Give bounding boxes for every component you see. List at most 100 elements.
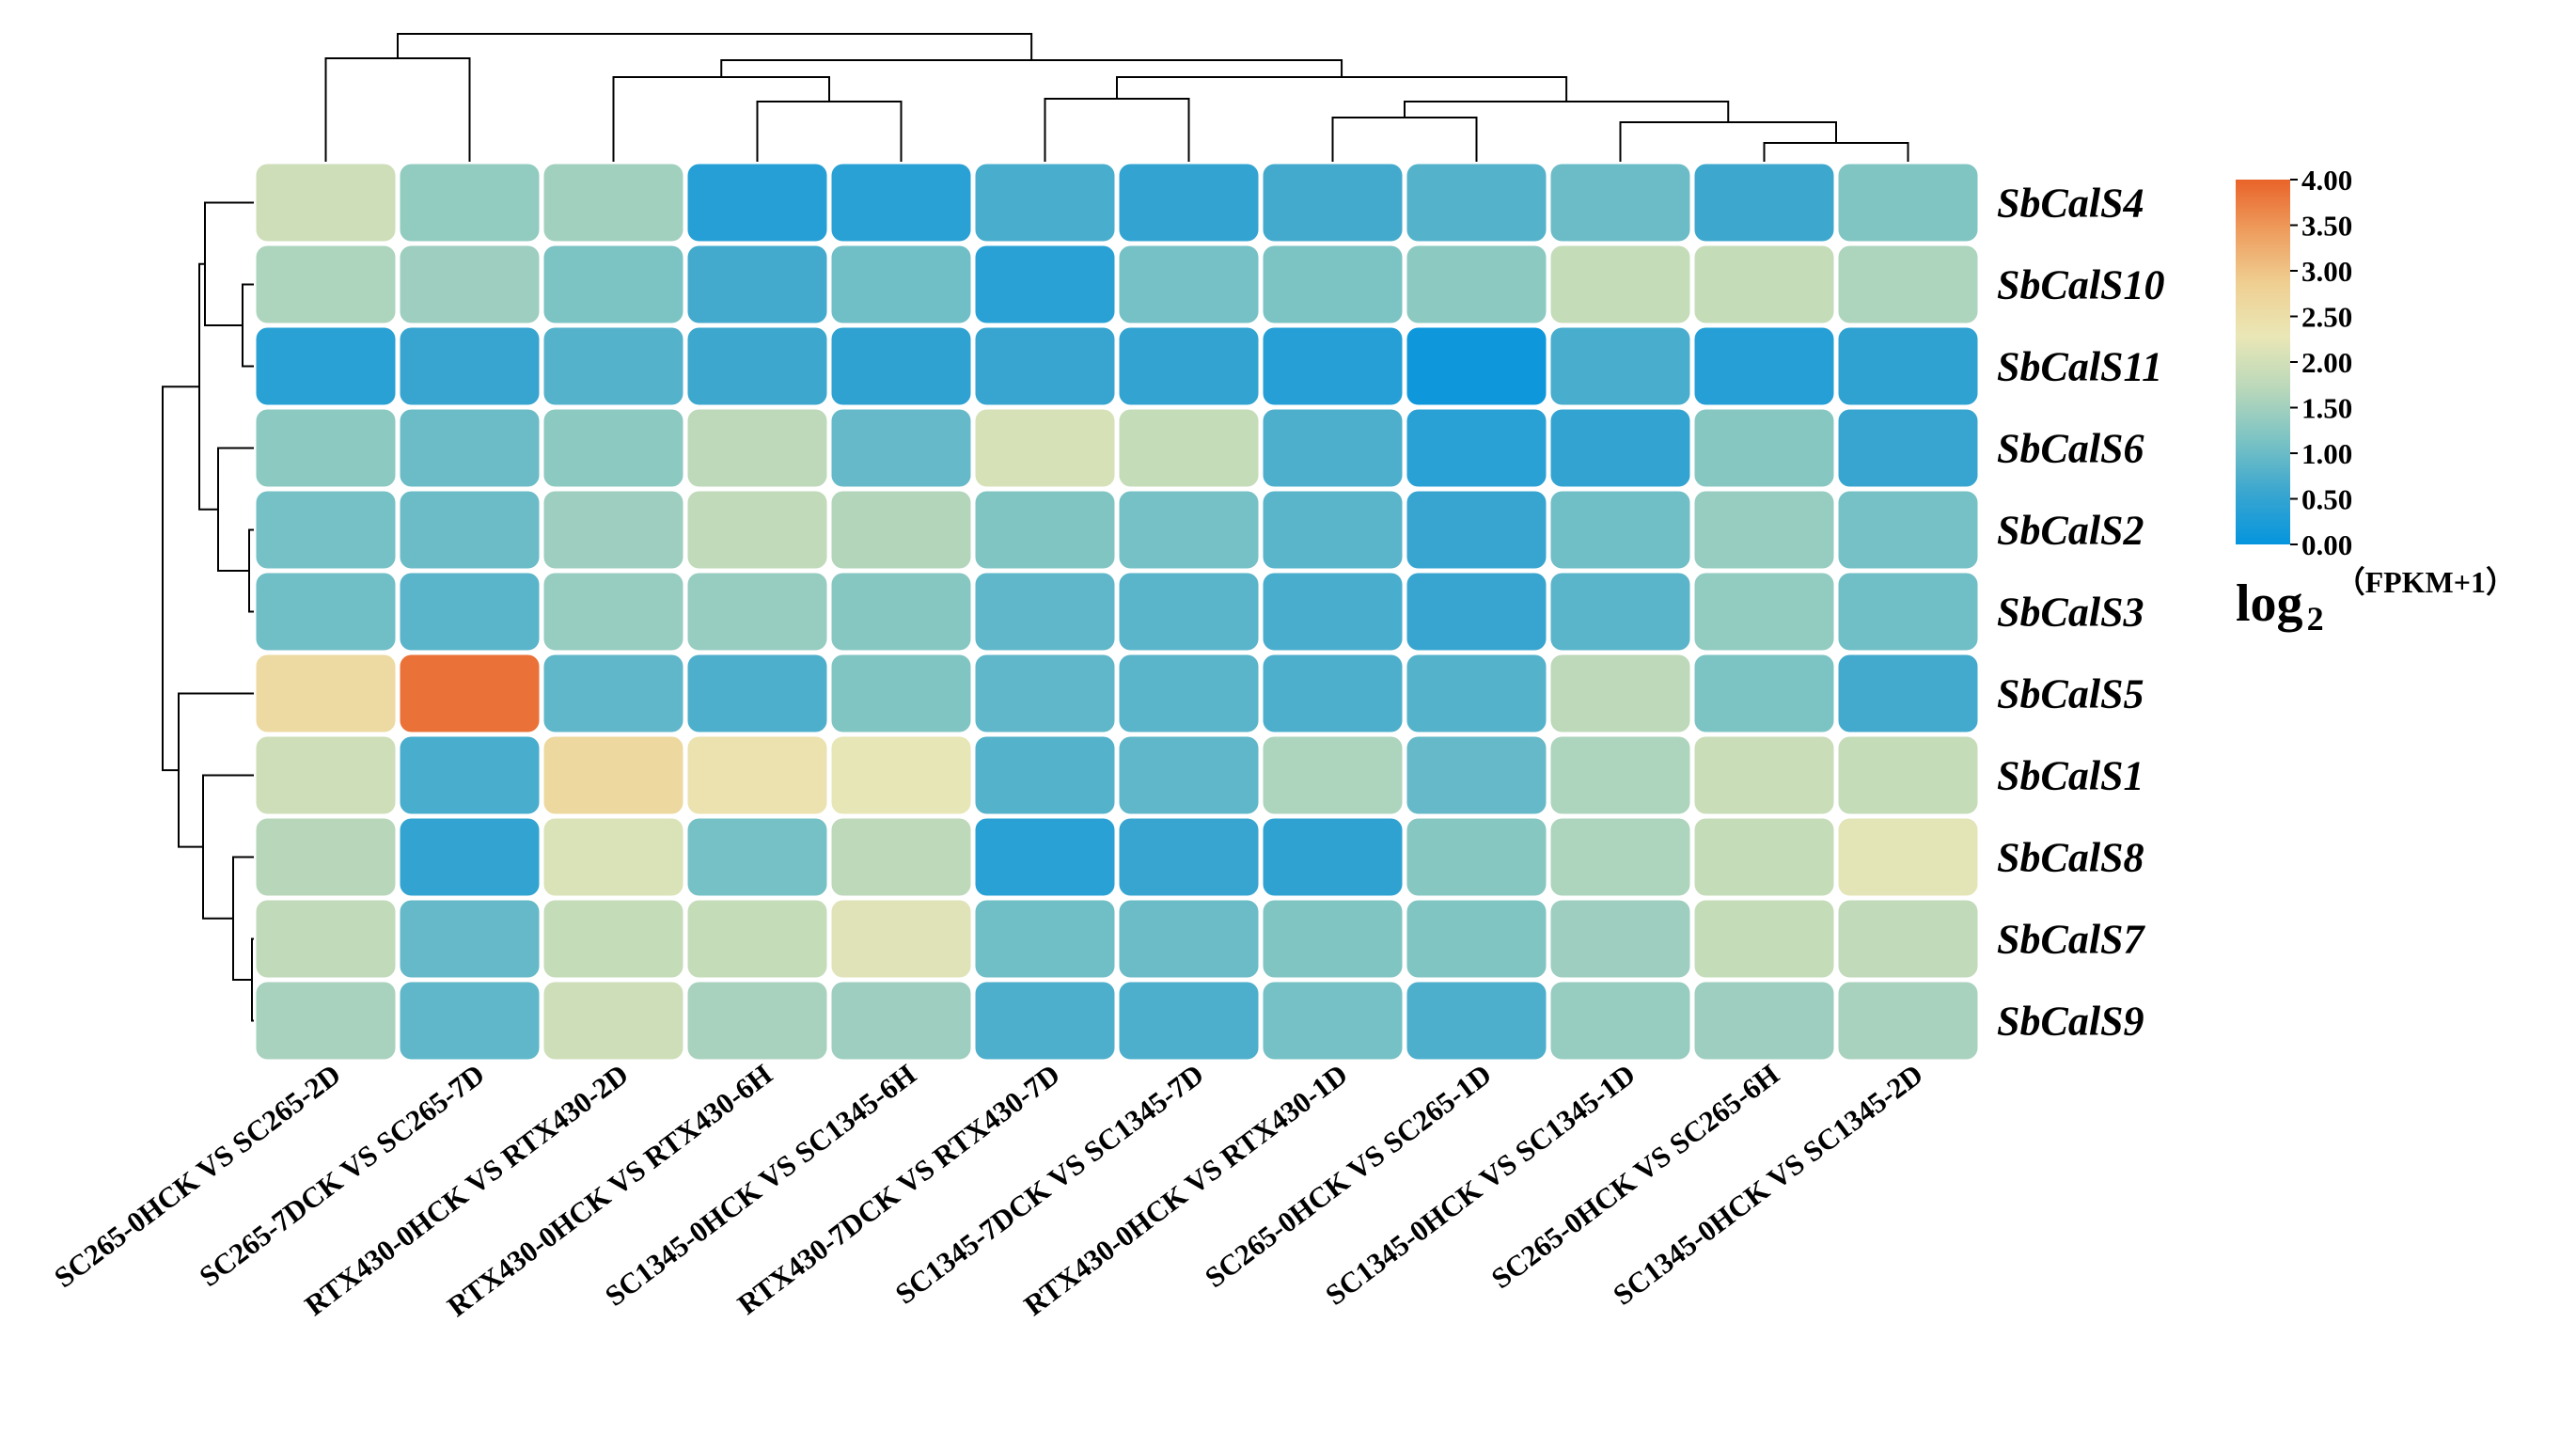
heatmap-cell	[256, 164, 396, 242]
heatmap-cell	[543, 654, 683, 732]
heatmap-cell	[831, 327, 971, 405]
heatmap-cell	[400, 736, 540, 814]
heatmap-cell	[975, 491, 1115, 569]
heatmap-cell	[1694, 245, 1834, 323]
row-label: SbCalS8	[1997, 835, 2144, 881]
dendrogram-branch	[1044, 98, 1190, 162]
colorbar-tick-label: 2.00	[2301, 346, 2352, 379]
heatmap-cell	[400, 573, 540, 651]
heatmap-cell	[1119, 900, 1259, 978]
row-label: SbCalS2	[1997, 508, 2144, 554]
heatmap-cell	[400, 900, 540, 978]
heatmap-cell	[1694, 409, 1834, 487]
row-label: SbCalS1	[1997, 753, 2144, 799]
heatmap-cell	[543, 818, 683, 896]
heatmap-cell	[1406, 900, 1547, 978]
heatmap-cell	[1406, 982, 1547, 1060]
heatmap-cell	[1263, 245, 1403, 323]
heatmap-cell	[1550, 491, 1690, 569]
heatmap-cell	[975, 654, 1115, 732]
heatmap-cell	[256, 409, 396, 487]
heatmap-cell	[1119, 164, 1259, 242]
colorbar-title: log 2 （FPKM+1）	[2236, 565, 2516, 638]
heatmap-cell	[1406, 736, 1547, 814]
heatmap-cell	[1550, 573, 1690, 651]
heatmap-cells	[256, 164, 1978, 1060]
heatmap-cell	[400, 491, 540, 569]
heatmap-cell	[400, 654, 540, 732]
heatmap-cell	[831, 245, 971, 323]
heatmap-cell	[687, 491, 827, 569]
heatmap-cell	[400, 164, 540, 242]
heatmap-cell	[831, 573, 971, 651]
dendrogram-branch	[612, 76, 830, 162]
heatmap-cell	[1119, 245, 1259, 323]
heatmap-cell	[543, 900, 683, 978]
heatmap-cell	[1119, 327, 1259, 405]
heatmap-cell	[543, 573, 683, 651]
heatmap-cell	[1406, 818, 1547, 896]
heatmap-cell	[687, 736, 827, 814]
heatmap-cell	[975, 245, 1115, 323]
heatmap-cell	[256, 982, 396, 1060]
heatmap-cell	[1838, 245, 1978, 323]
heatmap-cell	[1263, 736, 1403, 814]
heatmap-cell	[1550, 654, 1690, 732]
dendrogram-branch	[162, 386, 199, 772]
heatmap-cell	[1550, 736, 1690, 814]
heatmap-cell	[1119, 982, 1259, 1060]
heatmap-cell	[687, 573, 827, 651]
heatmap-cell	[975, 736, 1115, 814]
heatmap-cell	[256, 818, 396, 896]
heatmap-cell	[975, 164, 1115, 242]
dendrogram-branch	[198, 262, 218, 511]
row-label: SbCalS11	[1997, 344, 2162, 390]
heatmap-cell	[831, 491, 971, 569]
heatmap-cell	[1838, 982, 1978, 1060]
colorbar-tick-label: 2.50	[2301, 301, 2352, 334]
heatmap-cell	[1263, 327, 1403, 405]
heatmap-cell	[1838, 573, 1978, 651]
dendrogram-branch	[204, 201, 254, 326]
heatmap-cell	[1263, 491, 1403, 569]
dendrogram-branch	[720, 59, 1343, 77]
heatmap-cell	[1263, 900, 1403, 978]
heatmap-cell	[975, 409, 1115, 487]
colorbar-title-unit: （FPKM+1）	[2335, 565, 2516, 599]
heatmap-cell	[1406, 654, 1547, 732]
heatmap-cell	[1406, 164, 1547, 242]
heatmap-cell	[975, 818, 1115, 896]
heatmap-cell	[256, 654, 396, 732]
row-dendrogram	[162, 201, 254, 1022]
heatmap-cell	[1119, 736, 1259, 814]
heatmap-cell	[1550, 409, 1690, 487]
heatmap-cell	[687, 245, 827, 323]
heatmap-cell	[687, 327, 827, 405]
column-label: SC265-7DCK VS SC265-7D	[193, 1058, 490, 1293]
heatmap-cell	[400, 982, 540, 1060]
row-label: SbCalS6	[1997, 426, 2144, 472]
colorbar-tick-label: 1.50	[2301, 392, 2352, 425]
heatmap-cell	[1119, 491, 1259, 569]
heatmap-cell	[687, 900, 827, 978]
heatmap-cell	[831, 900, 971, 978]
colorbar-title-main: log	[2236, 575, 2303, 633]
dendrogram-branch	[242, 283, 254, 368]
heatmap-cell	[975, 900, 1115, 978]
heatmap-cell	[1838, 491, 1978, 569]
dendrogram-branch	[178, 692, 254, 848]
heatmap-cell	[1550, 164, 1690, 242]
column-label: SC265-0HCK VS SC265-2D	[48, 1058, 347, 1295]
heatmap-cell	[1263, 409, 1403, 487]
heatmap-cell	[1838, 654, 1978, 732]
heatmap-cell	[1838, 900, 1978, 978]
heatmap-cell	[400, 409, 540, 487]
colorbar-tick-label: 3.00	[2301, 255, 2352, 288]
heatmap-cell	[1694, 491, 1834, 569]
heatmap-cell	[831, 982, 971, 1060]
heatmap-cell	[1550, 982, 1690, 1060]
dendrogram-branch	[397, 33, 1033, 60]
heatmap-cell	[831, 818, 971, 896]
